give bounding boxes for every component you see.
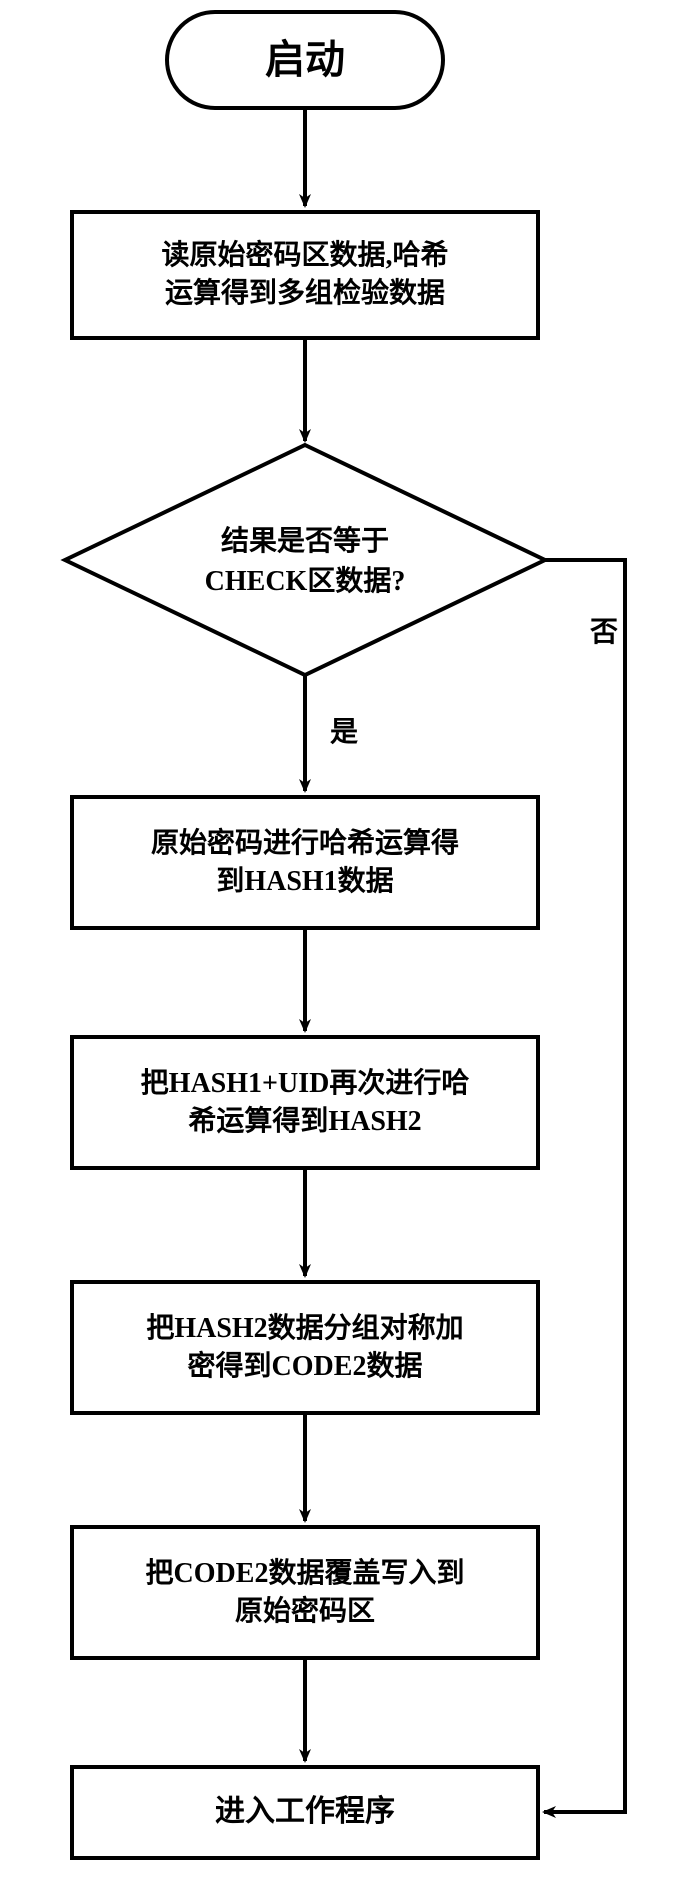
flowchart-canvas: 结果是否等于 CHECK区数据? 启动 读原始密码区数据,哈希 运算得到多组检验…	[0, 0, 683, 1877]
step3-line2: 希运算得到HASH2	[188, 1103, 421, 1141]
step5-node: 把CODE2数据覆盖写入到 原始密码区	[70, 1525, 540, 1660]
step2-line2: 到HASH1数据	[216, 863, 393, 901]
step4-line2: 密得到CODE2数据	[188, 1348, 423, 1386]
start-node: 启动	[165, 10, 445, 110]
step5-line1: 把CODE2数据覆盖写入到	[146, 1555, 465, 1593]
step4-node: 把HASH2数据分组对称加 密得到CODE2数据	[70, 1280, 540, 1415]
step2-line1: 原始密码进行哈希运算得	[151, 825, 459, 863]
decision-text-line1: 结果是否等于	[221, 524, 389, 557]
no-label: 否	[590, 610, 618, 650]
step3-line1: 把HASH1+UID再次进行哈	[141, 1065, 470, 1103]
arrow-decision-no	[544, 560, 625, 1812]
step4-line1: 把HASH2数据分组对称加	[146, 1310, 463, 1348]
step5-line2: 原始密码区	[235, 1593, 375, 1631]
start-label: 启动	[265, 33, 345, 87]
step1-line2: 运算得到多组检验数据	[165, 275, 445, 313]
step2-node: 原始密码进行哈希运算得 到HASH1数据	[70, 795, 540, 930]
step6-node: 进入工作程序	[70, 1765, 540, 1860]
step1-node: 读原始密码区数据,哈希 运算得到多组检验数据	[70, 210, 540, 340]
step3-node: 把HASH1+UID再次进行哈 希运算得到HASH2	[70, 1035, 540, 1170]
decision-diamond	[65, 445, 545, 675]
decision-text-line2: CHECK区数据?	[205, 565, 406, 597]
step1-line1: 读原始密码区数据,哈希	[161, 237, 448, 275]
yes-label: 是	[330, 710, 358, 750]
step6-label: 进入工作程序	[215, 1792, 395, 1833]
